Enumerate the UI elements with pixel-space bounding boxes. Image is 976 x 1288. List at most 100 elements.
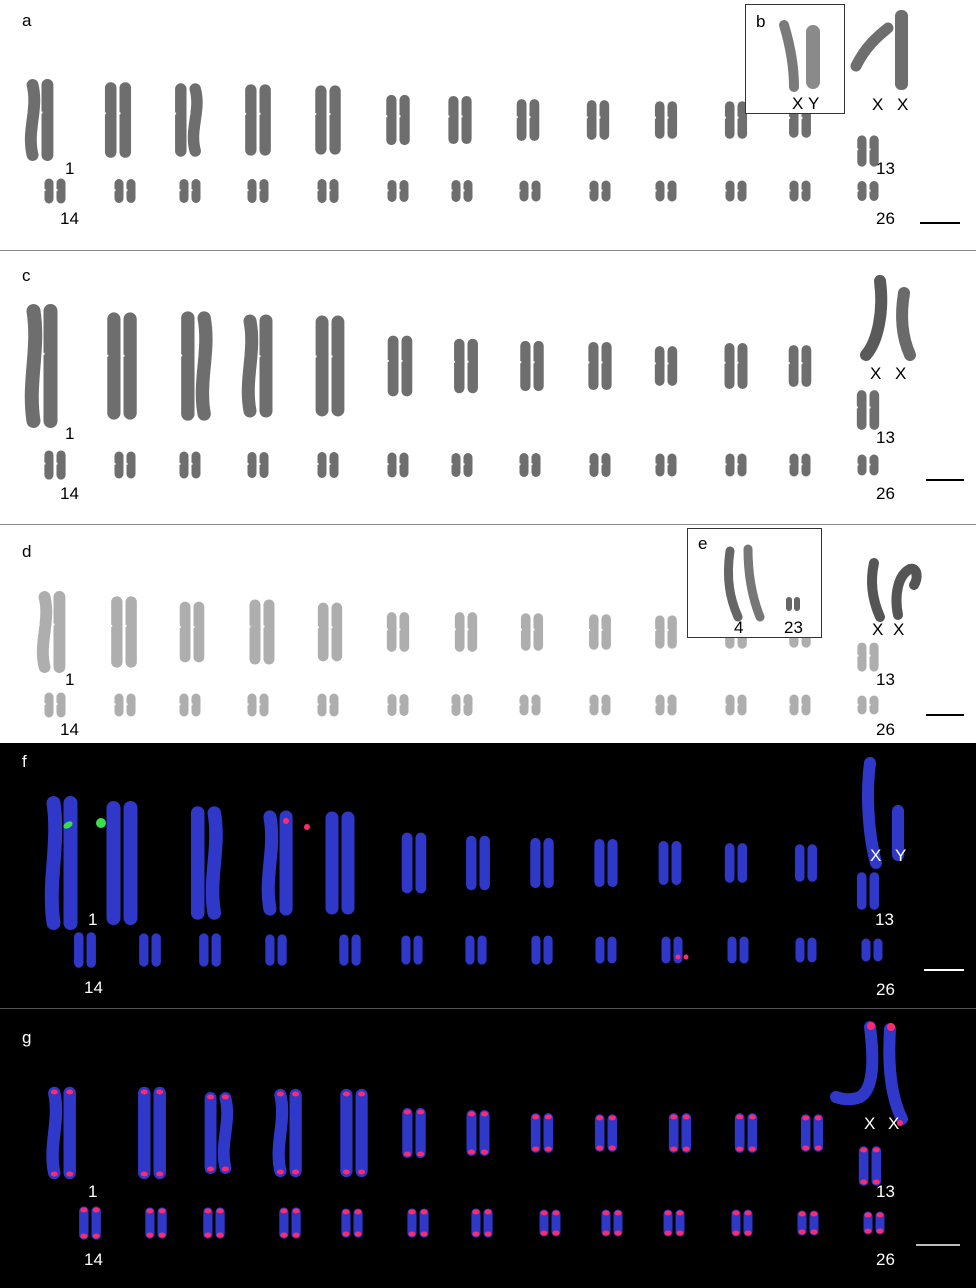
chromosome-pair (734, 1113, 758, 1153)
chromosome-pair (44, 796, 78, 930)
chromosome-pair (246, 179, 269, 203)
chromosome-label-13: 13 (876, 670, 895, 689)
inset-b: b X Y (745, 4, 845, 114)
chromosome-pair (466, 1110, 490, 1156)
chromosome-pair (246, 693, 269, 717)
chromosome-pair (515, 99, 540, 141)
chromosome-pair (518, 694, 541, 716)
sex-label-x: X (897, 95, 909, 114)
chromosome-pair (340, 1088, 368, 1178)
scale-bar (926, 479, 964, 481)
chromosome-pair (407, 1208, 429, 1238)
chromosome-pair (530, 1113, 554, 1153)
chromosome-pair (518, 180, 541, 202)
chromosome-pair (856, 454, 879, 476)
panel-g-chromosomes (46, 1086, 885, 1240)
chromosome-pair (325, 811, 355, 915)
chromosome-pair (794, 844, 818, 882)
chromosome-pair (594, 1114, 618, 1152)
chromosome-pair (519, 340, 544, 392)
panel-a-chromosomes (24, 79, 879, 204)
chromosome-pair (110, 596, 137, 668)
chromosome-pair (465, 935, 487, 965)
inset-e-chromosomes (723, 544, 800, 622)
chromosome-label-26: 26 (876, 1250, 895, 1269)
chromosome-pair (190, 806, 223, 920)
chromosome-label-14: 14 (84, 1250, 103, 1269)
panel-letter: a (22, 11, 32, 30)
chromosome-pair (724, 694, 747, 716)
chromosome-pair (246, 452, 269, 478)
chromosome-pair (724, 843, 748, 883)
sex-label-x: X (792, 94, 804, 113)
panel-divider (0, 1008, 976, 1009)
chromosome-pair (466, 835, 490, 891)
chromosome-pair (800, 1114, 824, 1152)
chromosome-label-26: 26 (876, 484, 895, 503)
chromosome-pair (174, 83, 203, 157)
panel-letter: c (22, 266, 31, 285)
chromosome-pair (316, 693, 339, 717)
chromosome-pair (180, 311, 213, 421)
sex-label-x: X (864, 1114, 876, 1133)
chromosome-pair (724, 453, 747, 477)
chromosome-pair (787, 345, 812, 387)
chromosome-pair (727, 936, 749, 964)
chromosome-pair (385, 94, 410, 146)
chromosome-pair (663, 1209, 685, 1237)
chromosome-pair (731, 1209, 753, 1237)
chromosome-pair (788, 453, 811, 477)
sex-label-x: X (888, 1114, 900, 1133)
chromosome-pair (199, 933, 221, 967)
scale-bar (926, 714, 964, 716)
chromosome-pair (863, 1211, 885, 1235)
chromosome-pair (272, 1088, 302, 1178)
chromosome-pair (386, 694, 409, 716)
chromosome-label-14: 14 (60, 484, 79, 503)
chromosome-pair (244, 84, 271, 156)
chromosome-pair (797, 1210, 819, 1236)
chromosome-label-1: 1 (88, 1182, 98, 1201)
panel-letter: b (756, 12, 766, 31)
sex-label-x: X (870, 846, 882, 865)
chromosome-label-13: 13 (876, 428, 895, 447)
chromosome-pair (339, 934, 361, 966)
chromosome-pair (178, 179, 201, 203)
panel-c: c 1 13 14 26 X X (0, 251, 976, 524)
chromosome-pair (204, 1092, 234, 1174)
chromosome-pair (788, 180, 811, 202)
chromosome-pair (113, 179, 136, 203)
chromosome-pair (46, 1086, 76, 1180)
chromosome-pair (795, 937, 817, 963)
chromosome-pair (856, 135, 879, 167)
chromosome-pair (178, 693, 201, 717)
chromosome-pair (402, 1107, 426, 1159)
chromosome-pair (585, 100, 610, 140)
chromosome-pair (24, 79, 54, 161)
chromosome-pair (241, 314, 273, 418)
chromosome-pair (24, 304, 58, 428)
chromosome-pair (113, 693, 136, 717)
sex-label-x: X (893, 620, 905, 639)
sex-label-y: Y (808, 94, 820, 113)
chromosome-pair (36, 591, 66, 673)
inset-b-chromosomes (779, 20, 820, 92)
chromosome-pair (587, 341, 612, 391)
chromosome-pair (74, 932, 96, 968)
panel-g: g 1 13 14 26 X X (0, 1009, 976, 1288)
chromosome-pair (861, 938, 883, 962)
chromosome-pair (519, 613, 544, 651)
chromosome-pair (654, 453, 677, 477)
chromosome-pair (386, 335, 413, 397)
chromosome-pair (265, 934, 287, 966)
chromosome-pair (588, 180, 611, 202)
chromosome-pair (453, 612, 478, 652)
chromosome-pair (658, 841, 682, 885)
chromosome-pair (654, 180, 677, 202)
chromosome-pair (43, 450, 66, 480)
chromosome-pair (601, 1209, 623, 1237)
scale-bar (920, 222, 960, 224)
chromosome-pair (594, 838, 618, 888)
chromosome-pair (103, 82, 132, 158)
chromosome-pair (518, 453, 541, 477)
